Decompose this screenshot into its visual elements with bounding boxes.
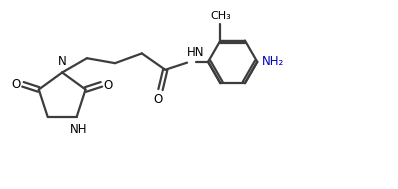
Text: HN: HN [187,46,205,60]
Text: O: O [154,93,163,106]
Text: O: O [104,79,113,92]
Text: NH: NH [70,123,87,136]
Text: CH₃: CH₃ [211,11,232,21]
Text: NH₂: NH₂ [262,55,284,67]
Text: O: O [11,78,21,91]
Text: N: N [58,55,66,68]
